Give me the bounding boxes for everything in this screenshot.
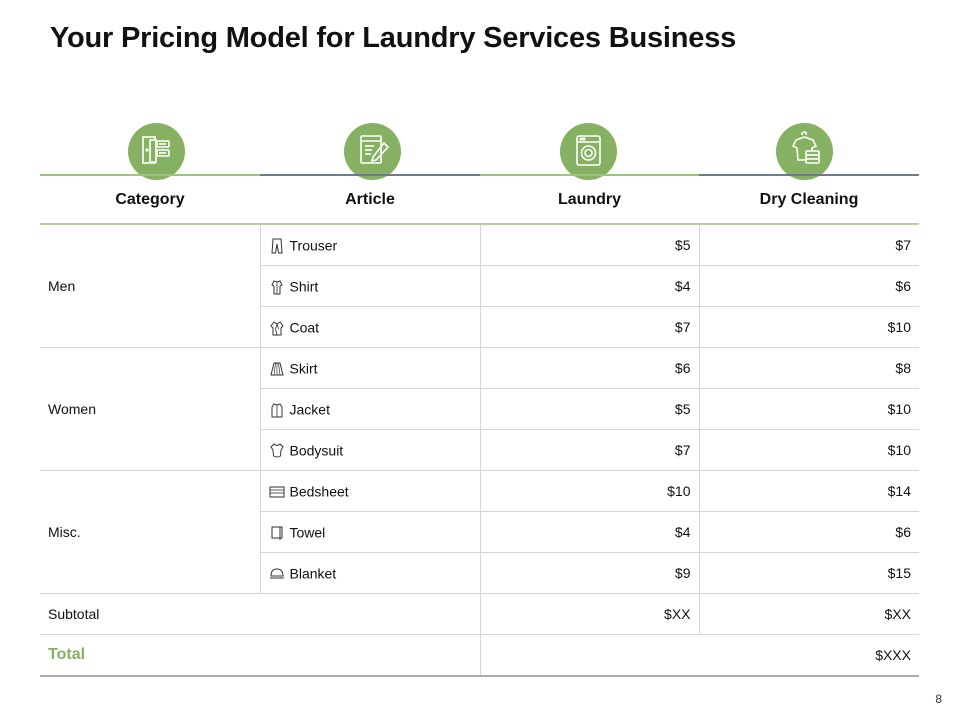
table-row: Bodysuit $7 $10	[40, 429, 919, 471]
laundry-price: $7	[480, 429, 700, 471]
article-cell: Towel	[260, 511, 481, 553]
subtotal-laundry: $XX	[480, 593, 700, 635]
dry-cleaning-price: $7	[699, 224, 919, 266]
laundry-price: $9	[480, 552, 700, 594]
table-row: Shirt $4 $6	[40, 265, 919, 307]
laundry-price: $5	[480, 224, 700, 266]
washing-machine-icon	[560, 123, 617, 180]
header-row: Category Article Laundry Dry Cleaning	[40, 176, 919, 225]
header-divider-line	[40, 174, 260, 176]
subtotal-dry-cleaning: $XX	[699, 593, 919, 635]
subtotal-label: Subtotal	[40, 593, 481, 635]
column-header-category: Category	[40, 176, 260, 225]
subtotal-row: Subtotal $XX $XX	[40, 593, 919, 635]
table-row: Women Skirt $6 $8	[40, 347, 919, 471]
article-cell: Jacket	[260, 388, 481, 430]
article-cell: Coat	[260, 306, 481, 348]
dry-cleaning-price: $10	[699, 306, 919, 348]
header-divider-line	[480, 174, 699, 176]
dry-cleaning-price: $14	[699, 470, 919, 512]
total-label: Total	[40, 634, 481, 677]
column-header-laundry: Laundry	[480, 176, 699, 225]
dry-cleaning-price: $10	[699, 429, 919, 471]
dry-cleaning-price: $8	[699, 347, 919, 389]
article-cell: Skirt	[260, 347, 481, 389]
article-cell: Bedsheet	[260, 470, 481, 512]
table-row: Men Trouser $5 $7	[40, 224, 919, 348]
laundry-price: $7	[480, 306, 700, 348]
towel-icon	[269, 525, 285, 541]
article-cell: Shirt	[260, 265, 481, 307]
dry-cleaning-price: $6	[699, 511, 919, 553]
column-header-article: Article	[260, 176, 480, 225]
clipboard-edit-icon	[344, 123, 401, 180]
category-cell: Men	[40, 224, 261, 348]
laundry-price: $10	[480, 470, 700, 512]
dry-cleaning-price: $15	[699, 552, 919, 594]
coat-icon	[269, 320, 285, 336]
dry-cleaning-price: $10	[699, 388, 919, 430]
laundry-price: $5	[480, 388, 700, 430]
table-row: Jacket $5 $10	[40, 388, 919, 430]
wardrobe-icon	[128, 123, 185, 180]
blanket-icon	[269, 566, 285, 582]
table-row: Coat $7 $10	[40, 306, 919, 348]
table-row: Misc. Bedsheet $10 $14	[40, 470, 919, 594]
dry-cleaning-price: $6	[699, 265, 919, 307]
shirt-icon	[269, 279, 285, 295]
laundry-price: $6	[480, 347, 700, 389]
trouser-icon	[269, 238, 285, 254]
page-number: 8	[935, 692, 942, 706]
column-header-dry-cleaning: Dry Cleaning	[699, 176, 919, 225]
article-cell: Blanket	[260, 552, 481, 594]
page-title: Your Pricing Model for Laundry Services …	[50, 22, 737, 54]
skirt-icon	[269, 361, 285, 377]
category-cell: Women	[40, 347, 261, 471]
header-divider-line	[699, 174, 919, 176]
header-divider-line	[260, 174, 480, 176]
category-cell: Misc.	[40, 470, 261, 594]
shirt-stack-icon	[776, 123, 833, 180]
laundry-price: $4	[480, 511, 700, 553]
pricing-table: Category Article Laundry Dry Cleaning Me…	[40, 176, 919, 677]
table-row: Towel $4 $6	[40, 511, 919, 553]
article-cell: Trouser	[260, 224, 481, 266]
total-row: Total $XXX	[40, 634, 919, 677]
jacket-icon	[269, 402, 285, 418]
article-cell: Bodysuit	[260, 429, 481, 471]
bedsheet-icon	[269, 484, 285, 500]
laundry-price: $4	[480, 265, 700, 307]
bodysuit-icon	[269, 442, 285, 459]
total-value: $XXX	[480, 634, 919, 677]
